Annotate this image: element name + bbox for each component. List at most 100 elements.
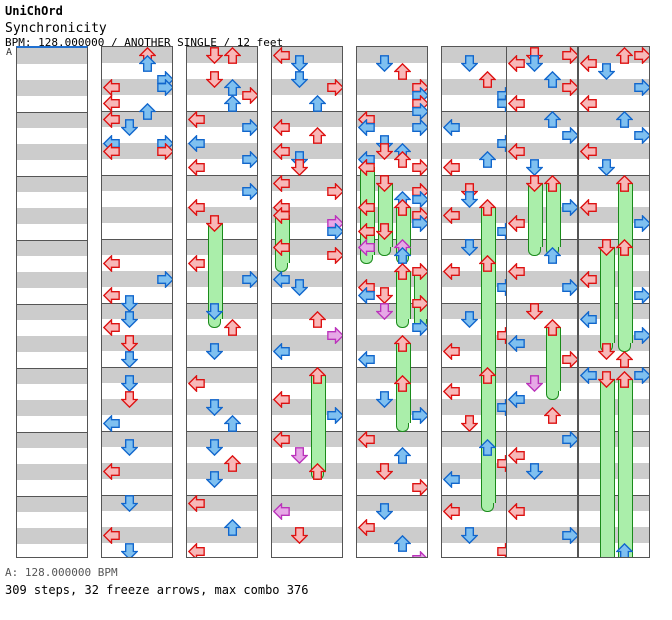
note-arrow-down-eighth[interactable] xyxy=(460,239,478,256)
note-arrow-left-quarter[interactable] xyxy=(187,255,205,272)
note-arrow-up-eighth[interactable] xyxy=(615,111,633,128)
note-arrow-left-quarter[interactable] xyxy=(442,159,460,176)
note-arrow-down-eighth[interactable] xyxy=(120,295,138,312)
note-arrow-up-eighth[interactable] xyxy=(543,71,561,88)
note-arrow-left-quarter[interactable] xyxy=(442,503,460,520)
note-arrow-down-eighth[interactable] xyxy=(375,503,393,520)
note-arrow-left-quarter[interactable] xyxy=(187,495,205,512)
note-arrow-up-quarter[interactable] xyxy=(615,351,633,368)
note-arrow-left-eighth[interactable] xyxy=(579,311,597,328)
note-arrow-up-eighth[interactable] xyxy=(543,111,561,128)
note-arrow-left-quarter[interactable] xyxy=(102,79,120,96)
note-arrow-up-freeze[interactable] xyxy=(478,199,496,216)
note-arrow-right-eighth[interactable] xyxy=(633,327,649,344)
note-arrow-left-quarter[interactable] xyxy=(357,223,375,240)
note-arrow-left-eighth[interactable] xyxy=(442,471,460,488)
note-arrow-up-eighth[interactable] xyxy=(478,439,496,456)
note-arrow-right-sixteenth[interactable] xyxy=(411,551,427,557)
note-arrow-down-quarter[interactable] xyxy=(120,391,138,408)
note-arrow-up-quarter[interactable] xyxy=(308,463,326,480)
note-arrow-left-quarter[interactable] xyxy=(272,143,290,160)
note-arrow-up-freeze[interactable] xyxy=(543,175,561,192)
note-arrow-right-eighth[interactable] xyxy=(633,127,649,144)
note-arrow-left-quarter[interactable] xyxy=(187,543,205,557)
note-arrow-down-eighth[interactable] xyxy=(375,55,393,72)
note-arrow-left-sixteenth[interactable] xyxy=(272,503,290,520)
note-arrow-left-quarter[interactable] xyxy=(102,527,120,544)
note-arrow-up-quarter[interactable] xyxy=(478,71,496,88)
note-arrow-down-freeze[interactable] xyxy=(597,239,615,256)
note-arrow-left-quarter[interactable] xyxy=(102,287,120,304)
note-arrow-left-eighth[interactable] xyxy=(507,335,525,352)
note-arrow-down-eighth[interactable] xyxy=(597,63,615,80)
note-arrow-up-quarter[interactable] xyxy=(223,47,241,64)
note-arrow-down-quarter[interactable] xyxy=(205,47,223,64)
note-arrow-down-quarter[interactable] xyxy=(597,343,615,360)
note-arrow-down-freeze[interactable] xyxy=(597,371,615,388)
note-arrow-down-eighth[interactable] xyxy=(205,343,223,360)
note-arrow-left-quarter[interactable] xyxy=(507,215,525,232)
note-arrow-down-sixteenth[interactable] xyxy=(290,447,308,464)
note-arrow-left-quarter[interactable] xyxy=(579,199,597,216)
note-arrow-left-eighth[interactable] xyxy=(357,119,375,136)
note-arrow-left-quarter[interactable] xyxy=(187,199,205,216)
note-arrow-left-quarter[interactable] xyxy=(357,519,375,536)
note-arrow-down-freeze[interactable] xyxy=(375,175,393,192)
note-arrow-down-eighth[interactable] xyxy=(120,311,138,328)
note-arrow-left-quarter[interactable] xyxy=(272,391,290,408)
note-arrow-down-eighth[interactable] xyxy=(205,303,223,320)
note-arrow-right-eighth[interactable] xyxy=(411,119,427,136)
note-arrow-right-eighth[interactable] xyxy=(411,191,427,208)
note-arrow-right-eighth[interactable] xyxy=(411,103,427,120)
note-arrow-left-quarter[interactable] xyxy=(102,463,120,480)
note-arrow-right-sixteenth[interactable] xyxy=(326,327,342,344)
note-arrow-left-eighth[interactable] xyxy=(357,287,375,304)
note-arrow-down-quarter[interactable] xyxy=(290,527,308,544)
note-arrow-down-eighth[interactable] xyxy=(120,543,138,557)
note-arrow-up-freeze[interactable] xyxy=(615,239,633,256)
note-arrow-up-eighth[interactable] xyxy=(138,55,156,72)
note-arrow-down-quarter[interactable] xyxy=(290,159,308,176)
note-arrow-left-quarter[interactable] xyxy=(442,343,460,360)
note-arrow-right-eighth[interactable] xyxy=(411,215,427,232)
note-arrow-down-eighth[interactable] xyxy=(375,391,393,408)
note-arrow-right-eighth[interactable] xyxy=(561,279,577,296)
note-arrow-up-eighth[interactable] xyxy=(615,543,633,557)
note-arrow-down-quarter[interactable] xyxy=(375,223,393,240)
note-arrow-down-quarter[interactable] xyxy=(375,143,393,160)
note-arrow-right-eighth[interactable] xyxy=(561,127,577,144)
note-arrow-right-eighth[interactable] xyxy=(156,271,172,288)
note-arrow-right-eighth[interactable] xyxy=(411,407,427,424)
note-arrow-up-eighth[interactable] xyxy=(223,79,241,96)
note-arrow-left-freeze[interactable] xyxy=(357,159,375,176)
note-arrow-right-quarter[interactable] xyxy=(633,47,649,64)
note-arrow-down-sixteenth[interactable] xyxy=(525,375,543,392)
note-arrow-up-freeze[interactable] xyxy=(478,255,496,272)
note-arrow-up-quarter[interactable] xyxy=(615,47,633,64)
note-arrow-down-eighth[interactable] xyxy=(290,279,308,296)
chart-column-3[interactable] xyxy=(186,46,258,558)
note-arrow-down-quarter[interactable] xyxy=(525,303,543,320)
note-arrow-down-eighth[interactable] xyxy=(205,439,223,456)
note-arrow-right-eighth[interactable] xyxy=(326,407,342,424)
note-arrow-left-quarter[interactable] xyxy=(579,271,597,288)
note-arrow-up-quarter[interactable] xyxy=(308,311,326,328)
note-arrow-right-quarter[interactable] xyxy=(326,247,342,264)
note-arrow-right-eighth[interactable] xyxy=(633,79,649,96)
note-arrow-left-quarter[interactable] xyxy=(102,143,120,160)
note-arrow-right-eighth[interactable] xyxy=(241,151,257,168)
note-arrow-left-eighth[interactable] xyxy=(272,343,290,360)
note-arrow-right-quarter[interactable] xyxy=(561,79,577,96)
note-arrow-left-quarter[interactable] xyxy=(442,383,460,400)
note-arrow-left-quarter[interactable] xyxy=(507,263,525,280)
note-arrow-right-quarter[interactable] xyxy=(411,479,427,496)
note-arrow-down-eighth[interactable] xyxy=(120,351,138,368)
note-arrow-left-quarter[interactable] xyxy=(102,319,120,336)
note-arrow-left-quarter[interactable] xyxy=(187,111,205,128)
note-arrow-left-quarter[interactable] xyxy=(507,143,525,160)
note-arrow-right-eighth[interactable] xyxy=(411,319,427,336)
note-arrow-right-quarter[interactable] xyxy=(326,183,342,200)
note-arrow-up-eighth[interactable] xyxy=(393,535,411,552)
note-arrow-left-quarter[interactable] xyxy=(507,95,525,112)
note-arrow-up-quarter[interactable] xyxy=(223,319,241,336)
